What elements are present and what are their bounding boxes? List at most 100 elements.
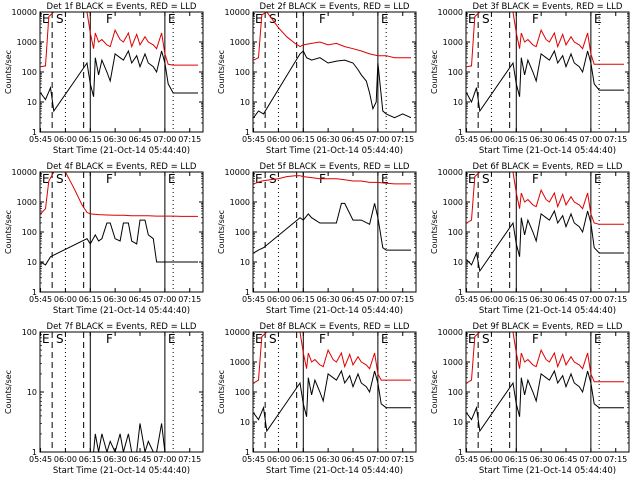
x-tick-label: 07:00 bbox=[366, 455, 389, 464]
x-tick-label: 06:45 bbox=[554, 455, 577, 464]
x-tick-label: 07:00 bbox=[366, 135, 389, 144]
plot-frame bbox=[465, 331, 630, 453]
x-tick-label: 06:00 bbox=[54, 295, 77, 304]
x-tick-label: 06:30 bbox=[104, 135, 127, 144]
lld-series-line bbox=[253, 175, 411, 185]
chart-title: Det 8f BLACK = Events, RED = LLD bbox=[260, 322, 410, 332]
y-tick-label: 10000 bbox=[438, 8, 463, 17]
y-tick-label: 10000 bbox=[438, 328, 463, 337]
x-tick-label: 06:30 bbox=[317, 455, 340, 464]
y-axis-label: Counts/sec bbox=[430, 370, 439, 414]
region-label: E bbox=[381, 172, 389, 186]
x-tick-label: 06:00 bbox=[480, 295, 503, 304]
region-label: E bbox=[255, 332, 263, 346]
region-label: E bbox=[255, 12, 263, 26]
y-tick-label: 1 bbox=[458, 128, 463, 137]
detector-chart-2: Det 2f BLACK = Events, RED = LLD Counts/s… bbox=[217, 2, 417, 156]
events-series-line bbox=[253, 202, 411, 254]
detector-chart-8: Det 8f BLACK = Events, RED = LLD Counts/s… bbox=[217, 322, 417, 476]
y-tick-label: 10 bbox=[27, 258, 37, 267]
x-tick-label: 06:45 bbox=[128, 135, 151, 144]
region-label: E bbox=[255, 172, 263, 186]
y-tick-label: 10000 bbox=[225, 8, 250, 17]
y-tick-label: 100 bbox=[22, 228, 37, 237]
x-tick-label: 05:45 bbox=[242, 135, 265, 144]
region-label: F bbox=[319, 332, 326, 346]
x-tick-label: 07:00 bbox=[153, 135, 176, 144]
region-label: S bbox=[482, 12, 490, 26]
region-label: E bbox=[42, 332, 50, 346]
x-tick-label: 06:15 bbox=[505, 455, 528, 464]
y-tick-label: 1 bbox=[32, 448, 37, 457]
x-axis-label: Start Time (21-Oct-14 05:44:40) bbox=[266, 146, 403, 156]
y-tick-label: 10 bbox=[453, 98, 463, 107]
region-label: F bbox=[532, 172, 539, 186]
x-tick-label: 06:15 bbox=[79, 455, 102, 464]
events-series-line bbox=[466, 209, 624, 273]
y-axis-label: Counts/sec bbox=[4, 370, 13, 414]
x-tick-label: 07:00 bbox=[366, 295, 389, 304]
region-label: E bbox=[381, 332, 389, 346]
x-tick-label: 06:30 bbox=[530, 455, 553, 464]
chart-title: Det 9f BLACK = Events, RED = LLD bbox=[473, 322, 623, 332]
y-tick-label: 10000 bbox=[12, 8, 37, 17]
x-tick-label: 05:45 bbox=[455, 135, 478, 144]
x-tick-label: 06:30 bbox=[317, 295, 340, 304]
x-tick-label: 06:15 bbox=[505, 135, 528, 144]
lld-series-line bbox=[40, 12, 198, 68]
y-tick-label: 1 bbox=[245, 288, 250, 297]
lld-series-line bbox=[466, 332, 624, 384]
y-axis-label: Counts/sec bbox=[4, 50, 13, 94]
y-tick-label: 100 bbox=[235, 228, 250, 237]
y-axis-label: Counts/sec bbox=[217, 210, 226, 254]
region-label: F bbox=[106, 12, 113, 26]
region-label: E bbox=[168, 12, 176, 26]
plot-frame bbox=[465, 11, 630, 133]
lld-series-line bbox=[253, 12, 411, 61]
x-tick-label: 07:00 bbox=[153, 455, 176, 464]
region-label: E bbox=[468, 332, 476, 346]
events-series-line bbox=[40, 219, 198, 266]
x-tick-label: 05:45 bbox=[29, 295, 52, 304]
chart-title: Det 2f BLACK = Events, RED = LLD bbox=[260, 2, 410, 12]
region-label: F bbox=[106, 172, 113, 186]
region-label: S bbox=[482, 172, 490, 186]
x-axis-label: Start Time (21-Oct-14 05:44:40) bbox=[53, 306, 190, 316]
y-tick-label: 100 bbox=[235, 68, 250, 77]
x-tick-label: 06:00 bbox=[54, 135, 77, 144]
x-tick-label: 06:00 bbox=[480, 455, 503, 464]
region-label: E bbox=[168, 172, 176, 186]
x-tick-label: 06:45 bbox=[554, 135, 577, 144]
region-label: E bbox=[42, 172, 50, 186]
region-label: E bbox=[594, 12, 602, 26]
y-tick-label: 10000 bbox=[225, 168, 250, 177]
x-axis-label: Start Time (21-Oct-14 05:44:40) bbox=[266, 306, 403, 316]
events-series-line bbox=[40, 49, 198, 113]
y-axis-label: Counts/sec bbox=[217, 370, 226, 414]
x-tick-label: 07:15 bbox=[178, 295, 201, 304]
x-tick-label: 06:15 bbox=[79, 295, 102, 304]
y-tick-label: 1000 bbox=[17, 38, 37, 47]
lld-series-line bbox=[253, 332, 411, 384]
region-label: S bbox=[56, 172, 64, 186]
y-tick-label: 100 bbox=[448, 388, 463, 397]
x-tick-label: 07:00 bbox=[579, 295, 602, 304]
plot-frame bbox=[252, 331, 417, 453]
x-tick-label: 06:45 bbox=[341, 295, 364, 304]
x-tick-label: 07:15 bbox=[178, 455, 201, 464]
events-series-line bbox=[253, 50, 412, 119]
y-tick-label: 10 bbox=[27, 98, 37, 107]
chart-title: Det 5f BLACK = Events, RED = LLD bbox=[260, 162, 410, 172]
y-tick-label: 1000 bbox=[17, 198, 37, 207]
y-axis-label: Counts/sec bbox=[217, 50, 226, 94]
x-tick-label: 06:15 bbox=[505, 295, 528, 304]
y-axis-label: Counts/sec bbox=[430, 50, 439, 94]
y-tick-label: 100 bbox=[235, 388, 250, 397]
x-tick-label: 06:00 bbox=[267, 455, 290, 464]
chart-title: Det 3f BLACK = Events, RED = LLD bbox=[473, 2, 623, 12]
x-tick-label: 07:00 bbox=[579, 135, 602, 144]
x-axis-label: Start Time (21-Oct-14 05:44:40) bbox=[479, 146, 616, 156]
detector-chart-1: Det 1f BLACK = Events, RED = LLD Counts/s… bbox=[4, 2, 204, 156]
x-tick-label: 05:45 bbox=[455, 295, 478, 304]
